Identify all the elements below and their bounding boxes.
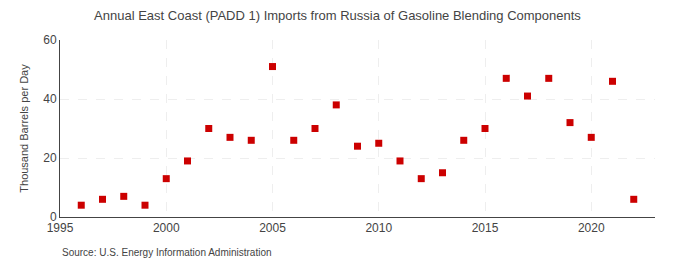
svg-text:2010: 2010 <box>365 221 392 235</box>
svg-text:40: 40 <box>43 92 57 106</box>
svg-text:2020: 2020 <box>578 221 605 235</box>
svg-text:60: 60 <box>43 33 57 47</box>
svg-text:Source: U.S. Energy Informatio: Source: U.S. Energy Information Administ… <box>62 247 272 258</box>
svg-text:2000: 2000 <box>153 221 180 235</box>
svg-text:0: 0 <box>50 210 57 224</box>
svg-text:20: 20 <box>43 151 57 165</box>
svg-text:1995: 1995 <box>47 221 74 235</box>
svg-text:2005: 2005 <box>259 221 286 235</box>
svg-text:Thousand Barrels per Day: Thousand Barrels per Day <box>18 64 30 193</box>
svg-text:2015: 2015 <box>472 221 499 235</box>
svg-text:Annual East Coast (PADD 1) Imp: Annual East Coast (PADD 1) Imports from … <box>94 8 581 23</box>
